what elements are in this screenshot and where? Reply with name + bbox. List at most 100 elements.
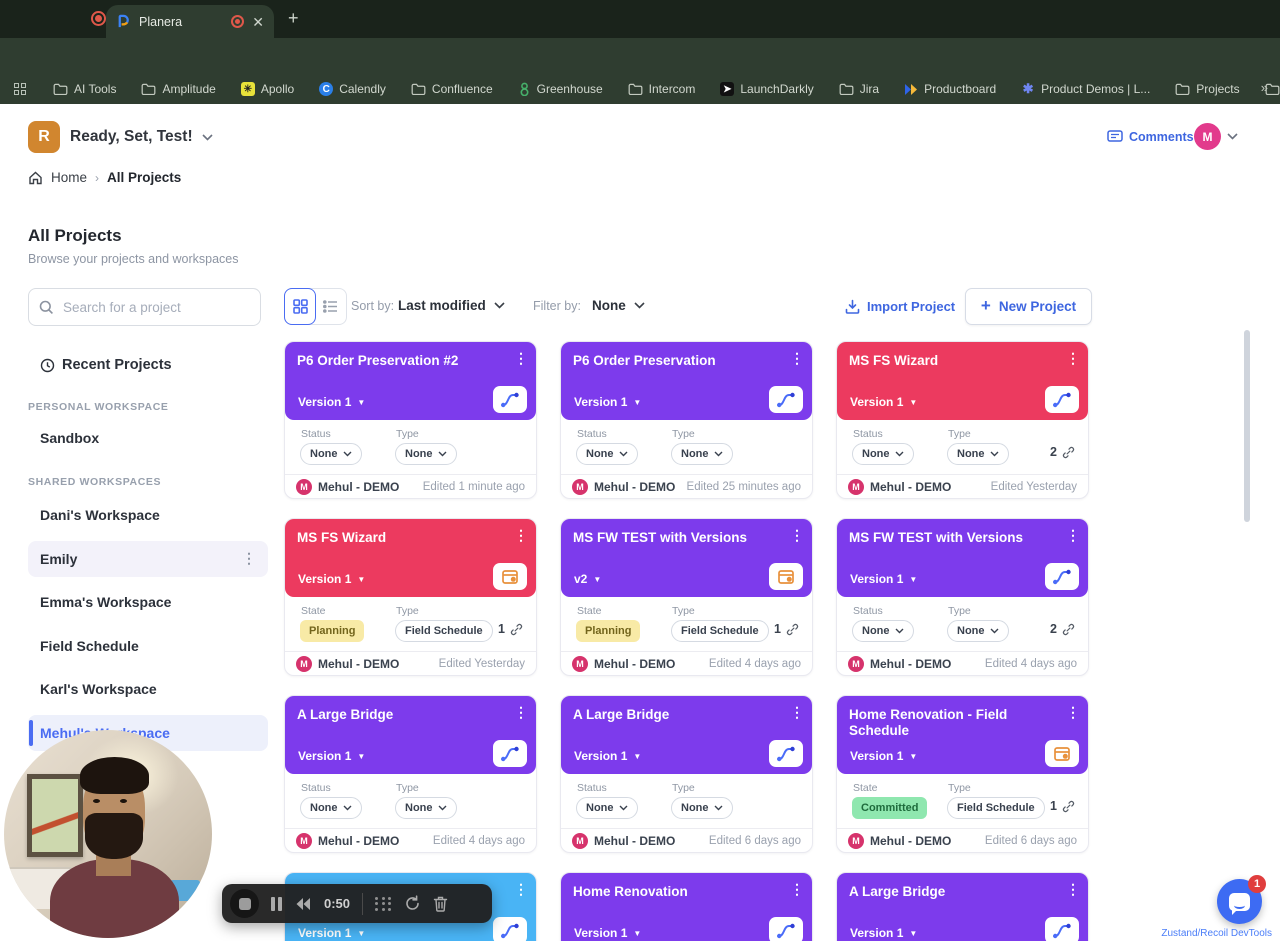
status-dropdown[interactable]: None (576, 443, 638, 465)
workspace-avatar[interactable]: R (28, 121, 60, 153)
pause-recording-button[interactable] (271, 896, 282, 911)
card-menu-icon[interactable]: ⋮ (1066, 527, 1080, 543)
item-menu-icon[interactable]: ⋮ (242, 550, 256, 566)
card-menu-icon[interactable]: ⋮ (514, 350, 528, 366)
version-dropdown[interactable]: Version 1 ▼ (574, 926, 642, 940)
bookmark-item[interactable]: Projects (1175, 82, 1240, 96)
card-menu-icon[interactable]: ⋮ (514, 881, 528, 897)
project-card[interactable]: A Large Bridge⋮Version 1▼StatusTypeNoneN… (836, 872, 1089, 941)
workspace-switcher[interactable]: Ready, Set, Test! (70, 128, 213, 146)
new-tab-button[interactable]: + (288, 8, 299, 28)
type-dropdown[interactable]: None (947, 443, 1009, 465)
project-card[interactable]: Home Renovation - Field Schedule ⋮ Version… (836, 695, 1089, 853)
browser-tab[interactable]: Planera ✕ (106, 5, 274, 38)
status-dropdown[interactable]: None (300, 797, 362, 819)
card-menu-icon[interactable]: ⋮ (1066, 704, 1080, 720)
version-dropdown[interactable]: Version 1 ▼ (298, 926, 366, 940)
bookmark-item[interactable]: Intercom (628, 82, 695, 96)
type-dropdown[interactable]: None (395, 443, 457, 465)
tab-close-icon[interactable]: ✕ (252, 13, 264, 30)
project-card[interactable]: Home Renovation⋮Version 1▼StatusTypeNone… (560, 872, 813, 941)
tab-title: Planera (139, 14, 183, 29)
plus-icon: + (980, 295, 991, 315)
sidebar-item-emily[interactable]: Emily ⋮ (28, 540, 268, 577)
version-dropdown[interactable]: v2 ▼ (574, 572, 602, 586)
card-menu-icon[interactable]: ⋮ (514, 704, 528, 720)
new-project-button[interactable]: + New Project (965, 288, 1092, 325)
bookmark-item[interactable]: Trello (1265, 82, 1280, 96)
search-input[interactable] (63, 299, 233, 315)
stop-recording-button[interactable] (230, 889, 259, 918)
project-card[interactable]: MS FS Wizard ⋮ Version 1 ▼ State Type Planning… (284, 518, 537, 676)
sidebar-item-recent-projects[interactable]: Recent Projects (40, 357, 172, 373)
list-view-button[interactable] (315, 289, 346, 324)
bookmark-item[interactable]: ➤ LaunchDarkly (720, 82, 814, 96)
project-card[interactable]: MS FW TEST with Versions ⋮ Version 1 ▼ Statu… (836, 518, 1089, 676)
sidebar-item-emma-s-workspace[interactable]: Emma's Workspace (28, 584, 268, 620)
filter-by-select[interactable]: None (592, 298, 645, 313)
card-header: A Large Bridge ⋮ Version 1 ▼ (837, 873, 1088, 941)
version-dropdown[interactable]: Version 1 ▼ (850, 572, 918, 586)
version-dropdown[interactable]: Version 1 ▼ (574, 395, 642, 409)
breadcrumb-home[interactable]: Home (51, 170, 88, 185)
bookmark-item[interactable]: Greenhouse (518, 82, 603, 96)
card-menu-icon[interactable]: ⋮ (514, 527, 528, 543)
sidebar-item-karl-s-workspace[interactable]: Karl's Workspace (28, 671, 268, 707)
user-menu-chevron-icon[interactable] (1227, 133, 1238, 140)
type-dropdown[interactable]: None (395, 797, 457, 819)
project-card[interactable]: MS FS Wizard ⋮ Version 1 ▼ Status Type None Non… (836, 341, 1089, 499)
bookmark-item[interactable]: AI Tools (53, 82, 116, 96)
project-card[interactable]: MS FW TEST with Versions ⋮ v2 ▼ State Type Pla… (560, 518, 813, 676)
bookmark-item[interactable]: ✳ Apollo (240, 82, 294, 96)
restart-recording-button[interactable] (404, 895, 421, 912)
card-menu-icon[interactable]: ⋮ (1066, 881, 1080, 897)
status-dropdown[interactable]: None (852, 620, 914, 642)
status-dropdown[interactable]: None (300, 443, 362, 465)
sidebar-item-field-schedule[interactable]: Field Schedule (28, 628, 268, 664)
status-dropdown[interactable]: None (576, 797, 638, 819)
bookmarks-overflow-icon[interactable]: » (1260, 80, 1268, 95)
version-dropdown[interactable]: Version 1 ▼ (850, 749, 918, 763)
type-dropdown[interactable]: None (947, 620, 1009, 642)
card-menu-icon[interactable]: ⋮ (1066, 350, 1080, 366)
card-menu-icon[interactable]: ⋮ (790, 704, 804, 720)
bookmark-item[interactable]: Productboard (904, 82, 996, 96)
project-card[interactable]: P6 Order Preservation #2 ⋮ Version 1 ▼ Statu… (284, 341, 537, 499)
sidebar-item-sandbox[interactable]: Sandbox (28, 420, 268, 456)
status-dropdown[interactable]: None (852, 443, 914, 465)
project-search[interactable] (28, 288, 261, 326)
version-dropdown[interactable]: Version 1 ▼ (298, 395, 366, 409)
sort-by-select[interactable]: Last modified (398, 298, 505, 313)
version-dropdown[interactable]: Version 1 ▼ (574, 749, 642, 763)
apps-grid-icon[interactable] (14, 83, 26, 95)
project-title: MS FS Wizard (849, 353, 939, 368)
schedule-flow-icon (1053, 923, 1071, 938)
grid-view-button[interactable] (284, 288, 317, 325)
card-menu-icon[interactable]: ⋮ (790, 350, 804, 366)
recorder-grid-icon[interactable] (375, 896, 392, 911)
import-project-button[interactable]: Import Project (845, 299, 955, 314)
card-menu-icon[interactable]: ⋮ (790, 881, 804, 897)
bookmark-item[interactable]: ✱ Product Demos | L... (1021, 81, 1151, 96)
project-card[interactable]: P6 Order Preservation ⋮ Version 1 ▼ Status Ty… (560, 341, 813, 499)
version-dropdown[interactable]: Version 1 ▼ (298, 749, 366, 763)
user-avatar[interactable]: M (1194, 123, 1221, 150)
type-dropdown[interactable]: None (671, 443, 733, 465)
card-menu-icon[interactable]: ⋮ (790, 527, 804, 543)
type-dropdown[interactable]: None (671, 797, 733, 819)
bookmark-item[interactable]: Confluence (411, 82, 493, 96)
rewind-button[interactable] (294, 897, 312, 911)
delete-recording-button[interactable] (433, 896, 448, 912)
version-dropdown[interactable]: Version 1 ▼ (850, 395, 918, 409)
version-dropdown[interactable]: Version 1 ▼ (850, 926, 918, 940)
bookmark-item[interactable]: Jira (839, 82, 879, 96)
version-dropdown[interactable]: Version 1 ▼ (298, 572, 366, 586)
bookmark-item[interactable]: Amplitude (141, 82, 216, 96)
bookmark-item[interactable]: C Calendly (319, 82, 386, 96)
sidebar-item-dani-s-workspace[interactable]: Dani's Workspace (28, 497, 268, 533)
scrollbar-thumb[interactable] (1244, 330, 1250, 522)
devtools-label[interactable]: Zustand/Recoil DevTools (1161, 928, 1272, 939)
comments-button[interactable]: Comments (1107, 130, 1194, 144)
